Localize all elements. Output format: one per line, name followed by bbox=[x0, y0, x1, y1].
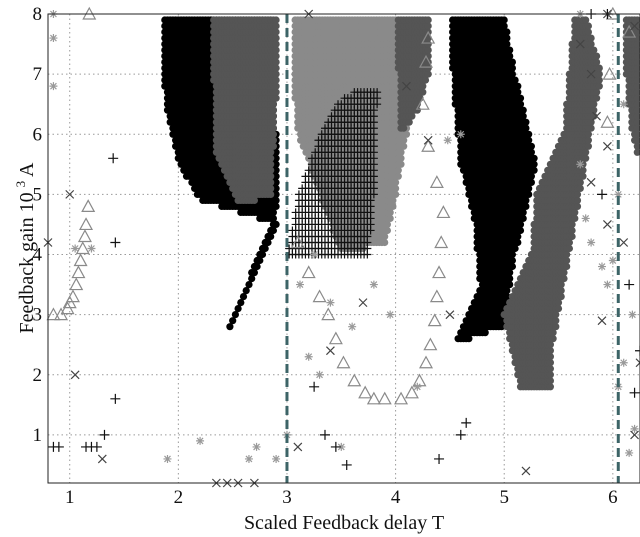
data-point-dot bbox=[272, 202, 280, 210]
data-point-dot bbox=[272, 46, 280, 54]
data-point-dot bbox=[272, 148, 280, 156]
data-point-dot bbox=[267, 172, 275, 180]
data-point-dot bbox=[248, 275, 256, 283]
data-point-dot bbox=[503, 287, 511, 295]
data-point-dot bbox=[506, 269, 514, 277]
data-layer bbox=[43, 6, 640, 488]
data-point-dot bbox=[481, 329, 489, 337]
data-point-dot bbox=[258, 250, 267, 259]
data-point-dot bbox=[272, 94, 280, 102]
data-point-dot bbox=[272, 52, 280, 60]
data-point-dot bbox=[242, 287, 250, 295]
data-point-dot bbox=[269, 136, 277, 144]
data-point-dot bbox=[272, 196, 280, 204]
data-point-dot bbox=[508, 262, 516, 271]
data-point-dot bbox=[506, 281, 514, 289]
data-point-dot bbox=[226, 323, 234, 331]
data-point-dot bbox=[516, 226, 525, 235]
data-point-dot bbox=[267, 232, 275, 241]
data-point-dot bbox=[272, 82, 280, 90]
data-point-dot bbox=[508, 250, 516, 259]
data-point-dot bbox=[465, 335, 473, 343]
data-point-dot bbox=[272, 190, 280, 198]
data-point-dot bbox=[582, 16, 590, 24]
data-point-dot bbox=[269, 226, 277, 235]
data-point-dot bbox=[245, 281, 253, 289]
data-point-dot bbox=[269, 208, 277, 216]
data-point-dot bbox=[272, 172, 280, 180]
data-point-dot bbox=[231, 311, 239, 319]
data-point-dot bbox=[267, 154, 275, 162]
data-point-dot bbox=[272, 88, 280, 96]
data-point-dot bbox=[269, 142, 277, 150]
data-point-dot bbox=[264, 238, 272, 247]
data-point-dot bbox=[269, 130, 277, 138]
data-point-dot bbox=[272, 34, 280, 42]
data-point-dot bbox=[272, 22, 280, 30]
data-point-dot bbox=[267, 178, 275, 186]
data-point-dot bbox=[269, 118, 277, 126]
data-point-dot bbox=[500, 16, 508, 24]
data-point-dot bbox=[237, 299, 245, 307]
data-point-dot bbox=[256, 256, 264, 265]
data-point-dot bbox=[514, 232, 522, 241]
data-point-dot bbox=[514, 238, 522, 247]
data-point-dot bbox=[269, 112, 277, 120]
data-point-dot bbox=[272, 28, 280, 36]
dot-region bbox=[210, 16, 280, 204]
data-point-dot bbox=[272, 220, 280, 228]
data-point-dot bbox=[272, 64, 280, 72]
data-point-dot bbox=[272, 160, 280, 168]
data-point-dot bbox=[272, 58, 280, 66]
data-point-dot bbox=[267, 190, 275, 198]
data-point-dot bbox=[272, 76, 280, 84]
data-point-dot bbox=[267, 184, 275, 192]
data-point-dot bbox=[503, 293, 511, 301]
data-point-dot bbox=[239, 293, 248, 301]
data-point-dot bbox=[497, 323, 506, 331]
data-point-dot bbox=[253, 262, 261, 271]
data-point-dot bbox=[269, 124, 277, 132]
data-point-dot bbox=[229, 317, 237, 325]
data-point-dot bbox=[272, 178, 280, 186]
data-point-dot bbox=[261, 244, 269, 253]
data-point-dot bbox=[269, 106, 277, 114]
data-point-dot bbox=[267, 160, 275, 168]
data-point-dot bbox=[267, 166, 275, 174]
dot-region bbox=[449, 16, 538, 343]
data-point-dot bbox=[272, 154, 280, 162]
data-point-dot bbox=[250, 196, 258, 204]
data-point-dot bbox=[272, 184, 280, 192]
data-point-dot bbox=[269, 100, 277, 108]
data-point-dot bbox=[272, 166, 280, 174]
data-point-dot bbox=[234, 305, 242, 313]
data-point-dot bbox=[508, 256, 516, 265]
data-point-dot bbox=[250, 269, 258, 277]
data-point-dot bbox=[267, 148, 275, 156]
data-point-dot bbox=[272, 40, 280, 48]
data-point-dot bbox=[511, 244, 519, 253]
data-point-dot bbox=[269, 214, 277, 222]
data-point-dot bbox=[272, 16, 280, 24]
data-point-dot bbox=[272, 70, 280, 78]
data-point-dot bbox=[506, 275, 514, 283]
